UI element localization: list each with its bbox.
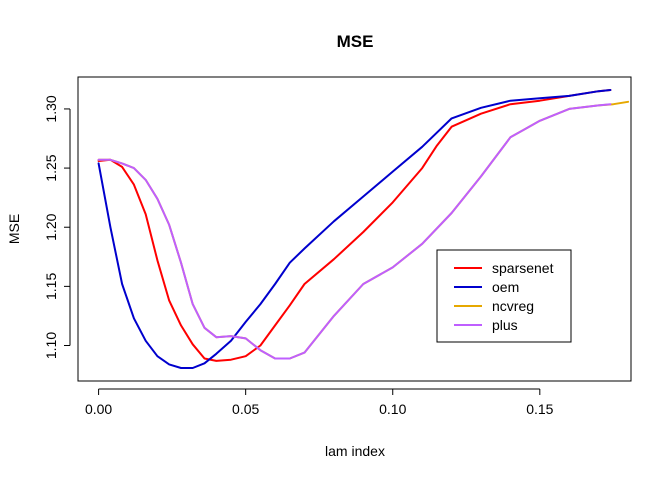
x-tick-label: 0.00 xyxy=(85,401,112,417)
legend-box xyxy=(436,249,572,343)
series-line-sparsenet xyxy=(97,89,612,362)
y-tick-label: 1.25 xyxy=(43,154,59,181)
y-tick-label: 1.10 xyxy=(43,332,59,359)
series-line-plus xyxy=(97,103,612,360)
x-tick-label: 0.05 xyxy=(232,401,259,417)
x-tick-label: 0.10 xyxy=(379,401,406,417)
legend-label-sparsenet: sparsenet xyxy=(492,260,554,276)
y-tick-label: 1.30 xyxy=(43,95,59,122)
y-tick-label: 1.15 xyxy=(43,273,59,300)
x-tick-label: 0.15 xyxy=(526,401,553,417)
y-tick-label: 1.20 xyxy=(43,213,59,240)
chart-title: MSE xyxy=(337,32,374,51)
x-axis-label: lam index xyxy=(325,443,385,459)
y-axis: 1.10 1.15 1.20 1.25 1.30 xyxy=(43,95,71,359)
legend: sparsenet oem ncvreg plus xyxy=(436,249,572,343)
y-axis-label: MSE xyxy=(6,214,22,244)
legend-label-ncvreg: ncvreg xyxy=(492,298,534,314)
x-axis: 0.00 0.05 0.10 0.15 xyxy=(85,388,554,417)
series-line-oem xyxy=(97,89,612,369)
series-layer xyxy=(97,89,630,369)
legend-label-oem: oem xyxy=(492,279,519,295)
plot-frame xyxy=(77,76,632,382)
legend-label-plus: plus xyxy=(492,317,518,333)
